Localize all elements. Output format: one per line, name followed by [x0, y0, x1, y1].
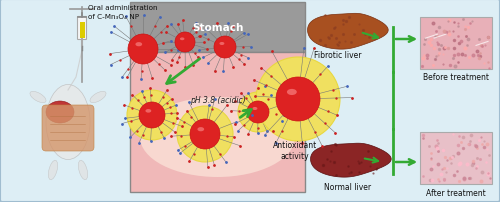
Ellipse shape	[198, 127, 204, 132]
Text: Oral administration
of C-Mn₃O₄ NP: Oral administration of C-Mn₃O₄ NP	[88, 5, 158, 19]
Circle shape	[190, 119, 220, 149]
Circle shape	[177, 106, 233, 162]
Text: pH 3.8 (acidic): pH 3.8 (acidic)	[190, 96, 246, 104]
Text: Fibrotic liver: Fibrotic liver	[314, 51, 362, 60]
Circle shape	[238, 93, 278, 132]
Ellipse shape	[252, 107, 258, 110]
FancyBboxPatch shape	[78, 17, 86, 40]
Circle shape	[175, 33, 195, 53]
Polygon shape	[310, 143, 391, 177]
Ellipse shape	[287, 89, 297, 96]
FancyBboxPatch shape	[420, 18, 492, 70]
Circle shape	[214, 37, 236, 59]
Ellipse shape	[180, 38, 184, 41]
Text: After treatment: After treatment	[426, 188, 486, 197]
Ellipse shape	[140, 98, 295, 177]
Ellipse shape	[90, 92, 106, 103]
FancyBboxPatch shape	[420, 132, 492, 184]
Circle shape	[247, 101, 269, 123]
Ellipse shape	[78, 161, 88, 180]
Circle shape	[127, 90, 177, 140]
FancyBboxPatch shape	[130, 53, 305, 192]
Ellipse shape	[46, 85, 90, 160]
FancyBboxPatch shape	[42, 105, 94, 151]
Ellipse shape	[136, 43, 142, 47]
FancyBboxPatch shape	[80, 23, 84, 39]
Ellipse shape	[46, 101, 74, 123]
Text: Antioxidant
activity: Antioxidant activity	[273, 140, 317, 160]
Ellipse shape	[30, 92, 46, 103]
Circle shape	[256, 58, 340, 141]
Text: Stomach: Stomach	[192, 23, 243, 33]
Ellipse shape	[220, 43, 224, 46]
Ellipse shape	[146, 109, 152, 113]
Text: Before treatment: Before treatment	[423, 73, 489, 82]
Circle shape	[139, 102, 165, 128]
Circle shape	[276, 78, 320, 121]
Polygon shape	[308, 14, 388, 50]
Circle shape	[128, 35, 158, 65]
Text: Normal liver: Normal liver	[324, 182, 372, 191]
FancyBboxPatch shape	[130, 3, 305, 53]
Ellipse shape	[48, 161, 58, 180]
